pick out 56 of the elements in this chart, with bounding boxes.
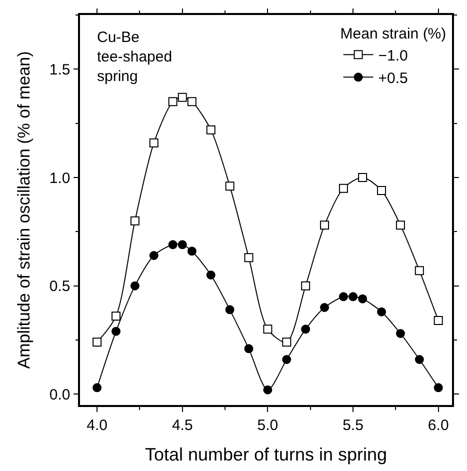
point xyxy=(320,303,330,312)
x-tick-label: 5.5 xyxy=(342,416,364,434)
y-tick-label: 0.0 xyxy=(49,386,70,404)
y-axis-title: Amplitude of strain oscillation (% of mean) xyxy=(14,51,34,369)
point xyxy=(244,344,254,354)
point xyxy=(396,220,405,230)
annotation: Cu-Be tee-shaped spring xyxy=(97,29,172,85)
point xyxy=(396,329,405,338)
x-axis-title: Total number of turns in spring xyxy=(144,444,388,464)
point xyxy=(225,182,234,191)
y-tick-label: 0.5 xyxy=(49,278,70,296)
point xyxy=(338,184,348,193)
point xyxy=(301,281,310,290)
point xyxy=(358,173,368,182)
point xyxy=(263,385,272,394)
point xyxy=(338,292,348,302)
legend-label: +0.5 xyxy=(378,70,408,87)
x-tick-label: 5.0 xyxy=(257,416,278,434)
point xyxy=(358,294,368,304)
point xyxy=(320,220,330,230)
point xyxy=(168,97,178,106)
point xyxy=(263,324,272,334)
point xyxy=(434,316,443,325)
point xyxy=(282,355,292,364)
point xyxy=(130,216,140,226)
point xyxy=(206,270,216,280)
point xyxy=(178,240,187,250)
point xyxy=(225,305,234,314)
point xyxy=(206,125,216,134)
point xyxy=(377,186,386,195)
point xyxy=(414,266,424,276)
point xyxy=(301,324,310,334)
x-tick-label: 6.0 xyxy=(428,416,449,434)
point xyxy=(414,355,424,364)
x-tick-label: 4.5 xyxy=(172,416,193,434)
point xyxy=(92,383,102,392)
point xyxy=(149,138,158,148)
point xyxy=(187,246,196,256)
y-tick-label: 1.5 xyxy=(49,61,70,78)
point xyxy=(377,307,386,316)
point xyxy=(282,338,292,347)
point xyxy=(244,253,254,262)
point xyxy=(168,240,178,250)
point xyxy=(434,383,443,392)
legend-label: −1.0 xyxy=(378,48,408,64)
point xyxy=(149,251,158,260)
point xyxy=(178,92,187,102)
point xyxy=(112,326,121,336)
point xyxy=(130,281,140,290)
point xyxy=(92,338,102,347)
x-tick-label: 4.0 xyxy=(86,416,108,434)
point xyxy=(112,312,121,321)
y-tick-label: 1.0 xyxy=(49,170,70,187)
point xyxy=(348,292,358,302)
legend-title: Mean strain (%) xyxy=(340,25,446,42)
point xyxy=(187,97,196,106)
